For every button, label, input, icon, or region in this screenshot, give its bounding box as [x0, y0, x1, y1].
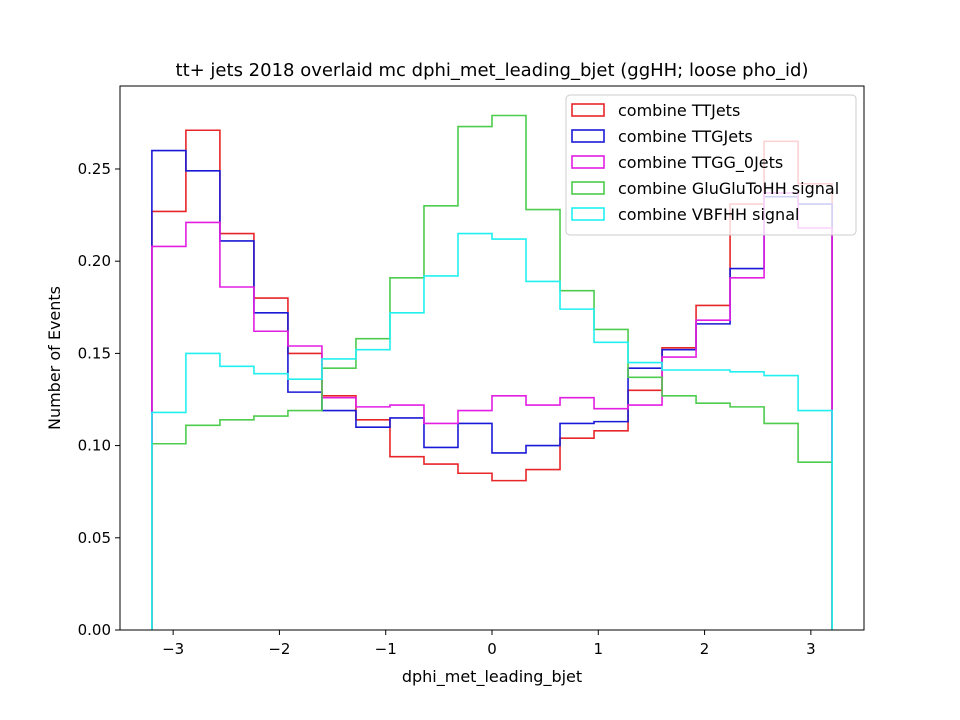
y-tick-label: 0.15 [78, 344, 111, 362]
y-tick-label: 0.00 [78, 621, 111, 639]
x-tick-label: 1 [594, 640, 604, 658]
legend: combine TTJets combine TTGJets combine TTG… [565, 94, 857, 236]
plot-area [119, 85, 865, 631]
x-tick-label: 2 [700, 640, 710, 658]
x-tick-label: 3 [806, 640, 816, 658]
legend-entry-label: combine TTGG_0Jets [618, 153, 783, 173]
legend-swatch [571, 181, 605, 195]
x-tick-label: −3 [162, 640, 184, 658]
legend-entry-label: combine TTGJets [618, 127, 753, 146]
legend-entry-label: combine GluGluToHH signal [618, 179, 839, 198]
legend-swatch [571, 103, 605, 117]
x-tick-label: −2 [268, 640, 290, 658]
series-4-step [151, 232, 833, 630]
chart-title: tt+ jets 2018 overlaid mc dphi_met_leadi… [176, 60, 809, 81]
y-tick-label: 0.10 [78, 437, 111, 455]
series-2-step [151, 192, 833, 630]
y-tick-label: 0.05 [78, 529, 111, 547]
legend-entry-label: combine TTJets [618, 101, 740, 120]
legend-box [565, 94, 857, 236]
x-axis-label: dphi_met_leading_bjet [402, 667, 582, 687]
x-tick-label: −1 [375, 640, 397, 658]
legend-entry-label: combine VBFHH signal [618, 205, 799, 224]
y-tick-label: 0.20 [78, 252, 111, 270]
legend-swatch [571, 207, 605, 221]
y-axis-label: Number of Events [45, 286, 64, 430]
series-3-step [151, 114, 833, 630]
y-axis: 0.00 0.05 0.10 0.15 0.20 0.25 [78, 160, 120, 639]
x-tick-label: 0 [487, 640, 497, 658]
legend-swatch [571, 129, 605, 143]
legend-swatch [571, 155, 605, 169]
y-tick-label: 0.25 [78, 160, 111, 178]
x-axis: −3 −2 −1 0 1 2 3 [162, 630, 816, 658]
